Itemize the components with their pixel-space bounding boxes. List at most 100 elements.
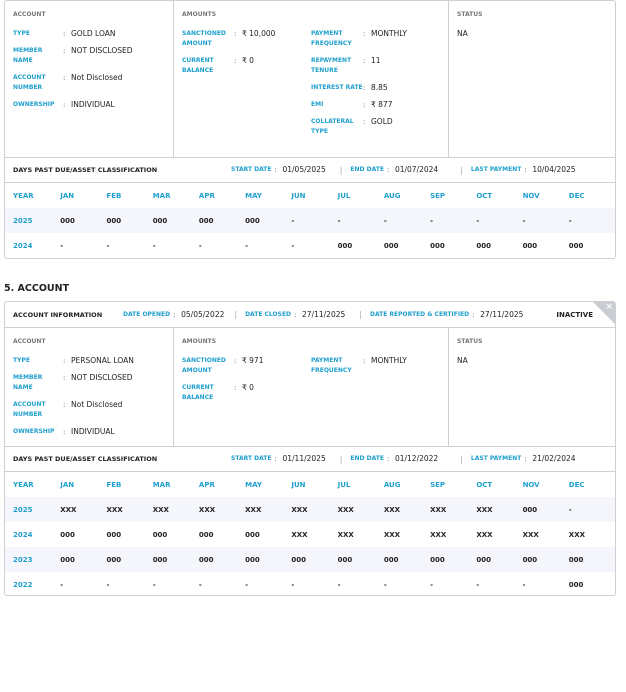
column-header: JUN — [291, 480, 306, 489]
field-label: ACCOUNT NUMBER — [13, 401, 46, 418]
section-heading: STATUS — [457, 11, 483, 18]
field-value: 8.85 — [371, 83, 388, 92]
table-cell: 000 — [152, 555, 168, 564]
table-cell: 000 — [383, 555, 399, 564]
account-information-header: ACCOUNT INFORMATION DATE OPENED:05/05/20… — [5, 302, 615, 328]
field-value: INDIVIDUAL — [71, 427, 115, 436]
table-cell: - — [60, 580, 64, 589]
field-label: CURRENT BALANCE — [182, 57, 214, 74]
column-header: FEB — [106, 480, 122, 489]
table-cell: 000 — [337, 241, 353, 250]
table-cell: - — [106, 580, 110, 589]
field-row: EMI: ₹ 877 — [311, 100, 440, 110]
start-date-label: START DATE — [231, 166, 272, 173]
table-cell: - — [522, 216, 526, 225]
colon: : — [63, 101, 66, 109]
table-cell: XXX — [60, 505, 77, 514]
table-cell: 000 — [245, 216, 260, 225]
table-cell: XXX — [430, 505, 447, 514]
colon: : — [363, 101, 366, 109]
field-label: SANCTIONED AMOUNT — [182, 357, 226, 374]
field-label: PAYMENT FREQUENCY — [311, 357, 352, 374]
table-cell: XXX — [568, 530, 585, 539]
status-value: NA — [457, 356, 468, 365]
dpd-header: DAYS PAST DUE/ASSET CLASSIFICATION START… — [5, 158, 615, 183]
table-cell: - — [522, 580, 526, 589]
table-cell: 000 — [60, 555, 75, 564]
dpd-table: YEAR JAN FEB MAR APR MAY JUN JUL AUG SEP OCT NOV DEC… — [5, 183, 615, 258]
status-section: STATUS NA — [448, 1, 615, 157]
field-value: ₹ 10,000 — [242, 29, 276, 38]
table-cell: 000 — [106, 530, 122, 539]
column-header: OCT — [476, 191, 493, 200]
table-cell: - — [430, 580, 433, 589]
field-label: COLLATERAL TYPE — [311, 118, 354, 135]
account-sections: ACCOUNT TYPE: PERSONAL LOAN MEMBER NAME: NOT… — [5, 328, 615, 447]
table-cell: - — [60, 241, 64, 250]
table-cell: XXX — [245, 505, 262, 514]
date-closed-label: DATE CLOSED — [245, 310, 292, 318]
field-label: OWNERSHIP — [13, 428, 55, 435]
last-payment: 10/04/2025 — [532, 165, 576, 174]
table-cell: 000 — [106, 555, 122, 564]
last-payment: 21/02/2024 — [532, 454, 576, 463]
table-cell: 000 — [522, 555, 538, 564]
field-row: OWNERSHIP: INDIVIDUAL — [13, 100, 165, 110]
field-row: MEMBER NAME: NOT DISCLOSED — [13, 373, 165, 393]
account-section: ACCOUNT TYPE: PERSONAL LOAN MEMBER NAME: NOT… — [5, 328, 173, 446]
table-cell: XXX — [476, 530, 493, 539]
colon: : — [234, 30, 237, 38]
end-date: 01/07/2024 — [394, 165, 439, 174]
colon: : — [363, 84, 366, 92]
field-label: INTEREST RATE — [311, 84, 363, 91]
column-header: JUL — [337, 480, 351, 489]
account-card-gold-loan: ACCOUNT TYPE: GOLD LOAN MEMBER NAME: NOT DIS… — [4, 0, 616, 259]
field-value: NOT DISCLOSED — [71, 373, 133, 382]
table-cell: - — [337, 580, 341, 589]
year-cell: 2022 — [13, 580, 33, 589]
field-label: TYPE — [13, 30, 30, 37]
table-cell: - — [245, 580, 249, 589]
table-cell: 000 — [198, 216, 214, 225]
table-header-row: YEAR JAN FEB MAR APR MAY JUN JUL AUG SEP OCT NOV DEC — [5, 472, 615, 497]
table-cell: - — [198, 580, 202, 589]
field-row: SANCTIONED AMOUNT: ₹ 10,000 — [182, 29, 311, 49]
account-section: ACCOUNT TYPE: GOLD LOAN MEMBER NAME: NOT DIS… — [5, 1, 173, 157]
colon: : — [63, 374, 66, 382]
table-cell: - — [383, 580, 387, 589]
table-cell: 000 — [476, 241, 491, 250]
column-header: AUG — [383, 191, 401, 200]
table-row: 2024 - - - - - - 000 000 000 000 000 000 — [5, 233, 615, 258]
field-label: OWNERSHIP — [13, 101, 55, 108]
close-icon[interactable]: × — [605, 302, 613, 312]
table-cell: XXX — [337, 530, 354, 539]
table-cell: 000 — [568, 580, 584, 589]
column-header: JAN — [60, 480, 75, 489]
column-header: DEC — [568, 191, 585, 200]
column-header: SEP — [430, 480, 446, 489]
table-cell: - — [291, 580, 295, 589]
table-cell: XXX — [198, 505, 216, 514]
column-header: YEAR — [13, 191, 34, 200]
field-label: CURRENT BALANCE — [182, 384, 214, 401]
amounts-section: AMOUNTS SANCTIONED AMOUNT: ₹ 10,000 CURREN… — [173, 1, 448, 157]
column-header: NOV — [522, 480, 540, 489]
end-date-label: END DATE — [350, 166, 384, 173]
table-cell: - — [198, 241, 202, 250]
table-cell: - — [106, 241, 110, 250]
field-label: TYPE — [13, 357, 30, 364]
colon: : — [234, 57, 237, 65]
dpd-header: DAYS PAST DUE/ASSET CLASSIFICATION START… — [5, 447, 615, 472]
colon: : — [234, 357, 237, 365]
table-cell: - — [568, 505, 572, 514]
field-row: ACCOUNT NUMBER: Not Disclosed — [13, 73, 165, 93]
last-payment-label: LAST PAYMENT — [470, 166, 522, 173]
status-section: STATUS NA — [448, 328, 615, 446]
dpd-table: YEAR JAN FEB MAR APR MAY JUN JUL AUG SEP OCT NOV DEC… — [5, 472, 615, 595]
table-cell: 000 — [383, 241, 399, 250]
table-cell: - — [383, 216, 387, 225]
table-cell: XXX — [383, 530, 401, 539]
field-value: ₹ 877 — [371, 100, 393, 109]
date-opened: 05/05/2022 — [181, 309, 225, 319]
date-reported: 27/11/2025 — [480, 309, 524, 319]
